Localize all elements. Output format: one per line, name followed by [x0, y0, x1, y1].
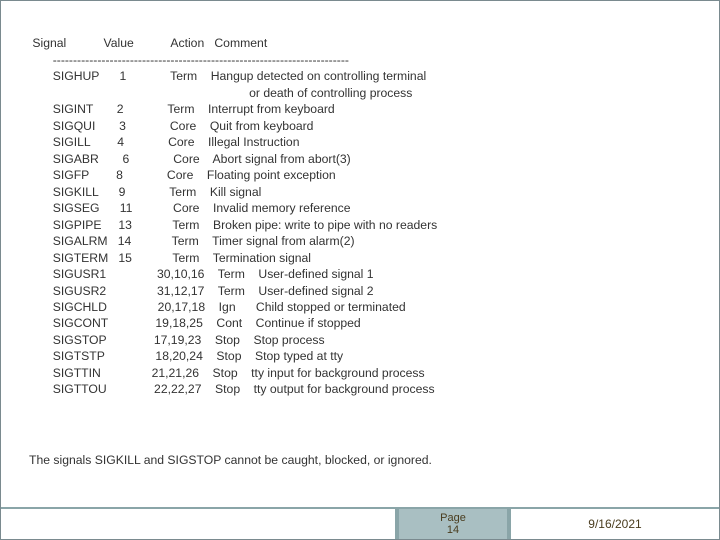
- table-row: SIGINT 2 Term Interrupt from keyboard: [29, 102, 335, 116]
- table-row: SIGTERM 15 Term Termination signal: [29, 251, 311, 265]
- footer-page-box: Page 14: [397, 507, 509, 539]
- slide-page: Signal Value Action Comment ------------…: [0, 0, 720, 540]
- footnote-text: The signals SIGKILL and SIGSTOP cannot b…: [29, 453, 432, 467]
- table-header-line: Signal Value Action Comment: [29, 36, 267, 50]
- table-row: SIGTTIN 21,21,26 Stop tty input for back…: [29, 366, 425, 380]
- table-row: SIGQUI 3 Core Quit from keyboard: [29, 119, 313, 133]
- footer-left-spacer: [1, 507, 397, 539]
- table-row: SIGKILL 9 Term Kill signal: [29, 185, 261, 199]
- table-row: or death of controlling process: [29, 86, 412, 100]
- table-row: SIGUSR1 30,10,16 Term User-defined signa…: [29, 267, 374, 281]
- table-row: SIGTSTP 18,20,24 Stop Stop typed at tty: [29, 349, 343, 363]
- table-row: SIGSTOP 17,19,23 Stop Stop process: [29, 333, 325, 347]
- footer-date: 9/16/2021: [588, 517, 641, 531]
- table-row: SIGCHLD 20,17,18 Ign Child stopped or te…: [29, 300, 406, 314]
- table-row: SIGSEG 11 Core Invalid memory reference: [29, 201, 351, 215]
- page-number: 14: [447, 524, 459, 536]
- table-row: SIGCONT 19,18,25 Cont Continue if stoppe…: [29, 316, 361, 330]
- table-separator: ----------------------------------------…: [29, 53, 349, 67]
- footer-bar: Page 14 9/16/2021: [1, 507, 719, 539]
- table-row: SIGABR 6 Core Abort signal from abort(3): [29, 152, 351, 166]
- table-row: SIGILL 4 Core Illegal Instruction: [29, 135, 300, 149]
- table-row: SIGUSR2 31,12,17 Term User-defined signa…: [29, 284, 374, 298]
- footer-date-box: 9/16/2021: [509, 507, 719, 539]
- table-row: SIGHUP 1 Term Hangup detected on control…: [29, 69, 426, 83]
- table-row: SIGALRM 14 Term Timer signal from alarm(…: [29, 234, 355, 248]
- signal-table-block: Signal Value Action Comment ------------…: [29, 19, 719, 398]
- page-label: Page: [440, 512, 466, 524]
- table-row: SIGFP 8 Core Floating point exception: [29, 168, 336, 182]
- table-row: SIGTTOU 22,22,27 Stop tty output for bac…: [29, 382, 435, 396]
- table-row: SIGPIPE 13 Term Broken pipe: write to pi…: [29, 218, 437, 232]
